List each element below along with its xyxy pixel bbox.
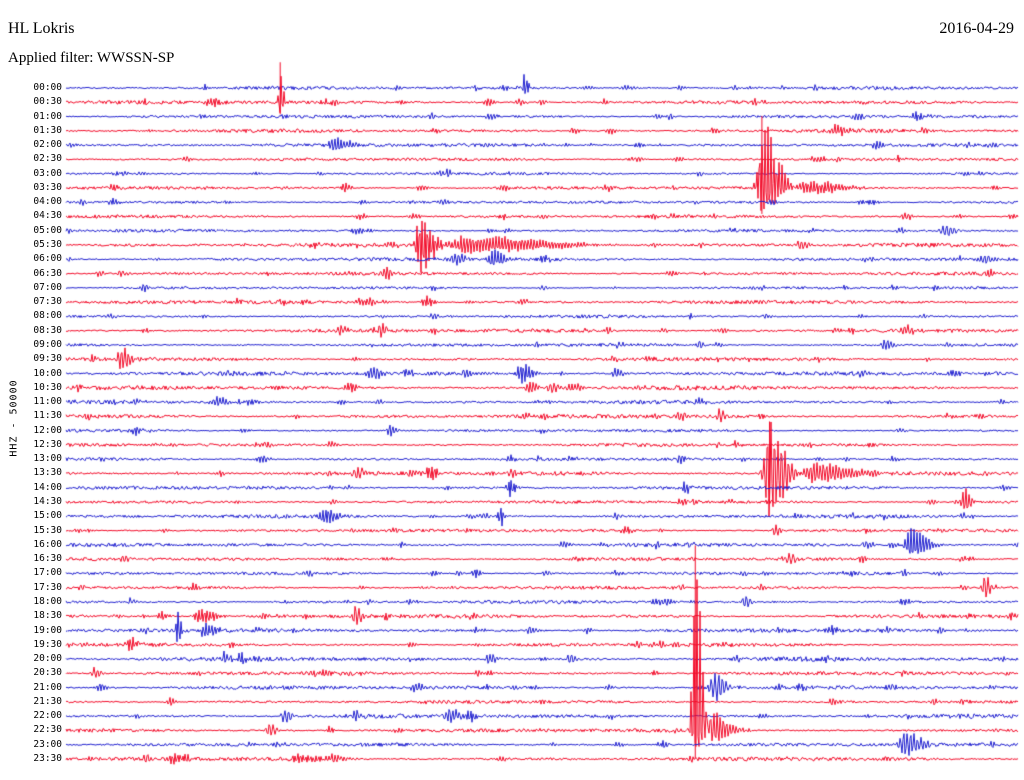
time-label: 10:00 (33, 367, 62, 379)
time-label: 03:00 (33, 167, 62, 179)
time-label: 01:30 (33, 124, 62, 136)
time-label: 00:30 (33, 96, 62, 108)
time-label: 00:00 (33, 82, 62, 93)
time-label: 11:30 (33, 410, 62, 422)
time-label: 20:00 (33, 653, 62, 665)
time-label: 21:00 (33, 681, 62, 693)
time-label: 04:00 (33, 196, 62, 208)
time-label: 18:30 (33, 610, 62, 622)
time-label: 12:00 (33, 424, 62, 436)
time-label: 01:00 (33, 110, 62, 122)
time-label: 14:30 (33, 496, 62, 508)
time-label: 16:30 (33, 553, 62, 565)
time-label: 08:30 (33, 324, 62, 336)
time-label: 05:00 (33, 224, 62, 236)
time-label: 16:00 (33, 538, 62, 550)
time-label: 11:00 (33, 396, 62, 408)
time-label: 15:00 (33, 510, 62, 522)
time-label: 17:00 (33, 567, 62, 579)
time-label: 14:00 (33, 481, 62, 493)
time-label: 17:30 (33, 581, 62, 593)
time-label: 19:30 (33, 638, 62, 650)
time-label: 13:00 (33, 453, 62, 465)
time-label: 07:30 (33, 296, 62, 308)
time-label: 08:00 (33, 310, 62, 322)
time-label: 02:00 (33, 139, 62, 151)
time-label: 05:30 (33, 239, 62, 251)
time-label: 07:00 (33, 281, 62, 293)
time-label: 10:30 (33, 381, 62, 393)
time-label: 22:30 (33, 724, 62, 736)
time-label: 03:30 (33, 181, 62, 193)
time-label: 09:00 (33, 338, 62, 350)
time-label: 06:30 (33, 267, 62, 279)
time-label: 23:30 (33, 753, 62, 764)
time-label: 09:30 (33, 353, 62, 365)
time-label: 21:30 (33, 695, 62, 707)
time-label: 22:00 (33, 710, 62, 722)
time-label: 23:00 (33, 738, 62, 750)
time-label: 12:30 (33, 438, 62, 450)
time-label: 20:30 (33, 667, 62, 679)
time-label: 02:30 (33, 153, 62, 165)
time-label: 13:30 (33, 467, 62, 479)
time-label: 18:00 (33, 595, 62, 607)
time-label: 04:30 (33, 210, 62, 222)
time-label: 19:00 (33, 624, 62, 636)
time-label: 06:00 (33, 253, 62, 265)
time-label: 15:30 (33, 524, 62, 536)
